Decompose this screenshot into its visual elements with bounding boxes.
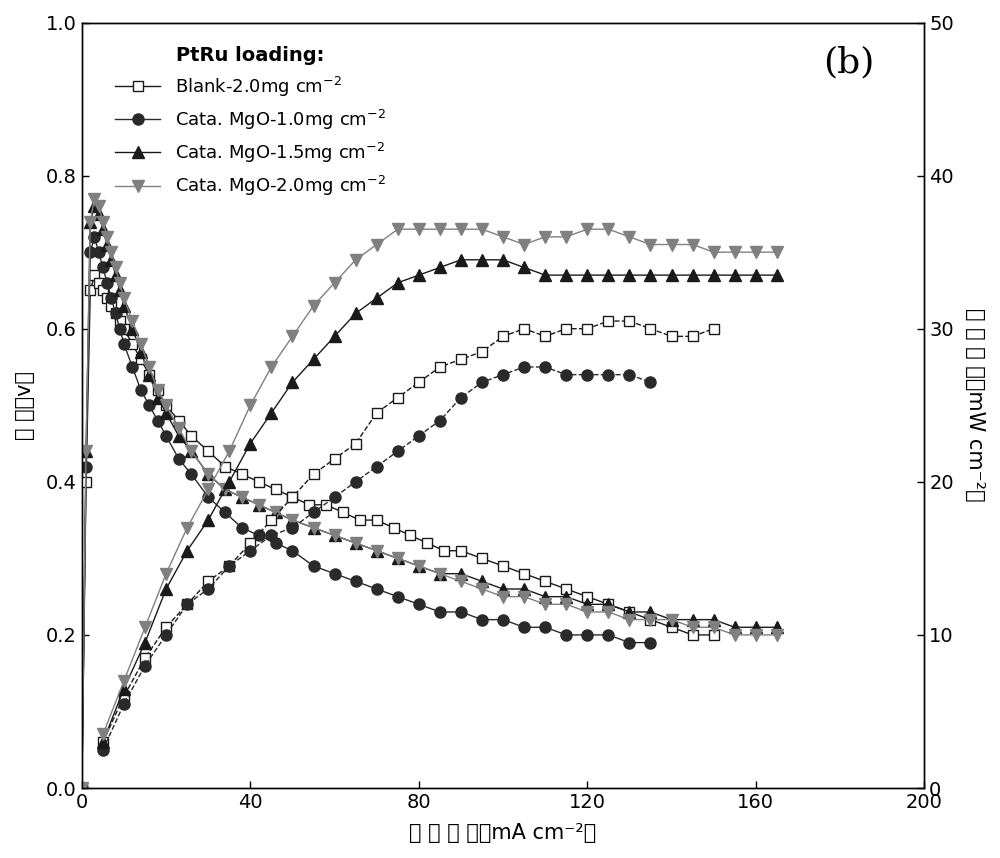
Y-axis label: 功 率 密 度（mW cm⁻²）: 功 率 密 度（mW cm⁻²） bbox=[965, 309, 985, 502]
Text: (b): (b) bbox=[823, 45, 875, 80]
X-axis label: 电 流 密 度（mA cm⁻²）: 电 流 密 度（mA cm⁻²） bbox=[409, 823, 597, 843]
Legend: Blank-2.0mg cm$^{-2}$, Cata. MgO-1.0mg cm$^{-2}$, Cata. MgO-1.5mg cm$^{-2}$, Cat: Blank-2.0mg cm$^{-2}$, Cata. MgO-1.0mg c… bbox=[108, 39, 393, 205]
Y-axis label: 电 压（v）: 电 压（v） bbox=[15, 371, 35, 440]
